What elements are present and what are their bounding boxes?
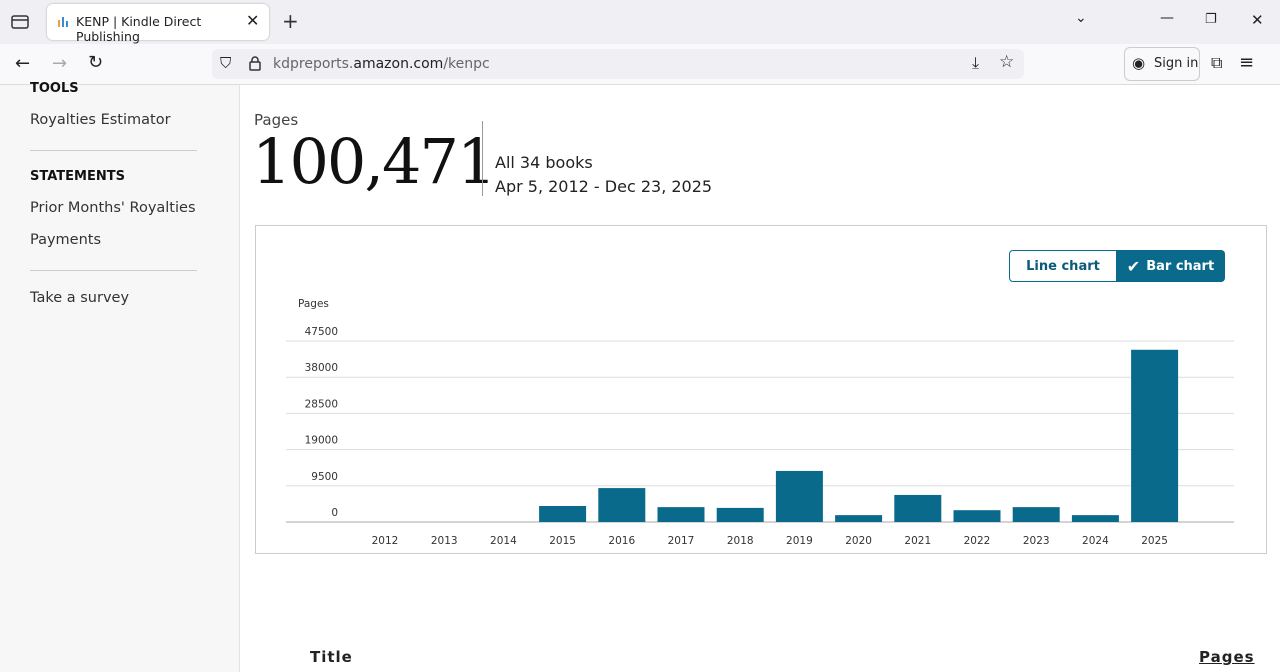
tab-menu[interactable]: ⌄	[1075, 10, 1087, 26]
bar	[953, 510, 1001, 522]
summary-range: Apr 5, 2012 - Dec 23, 2025	[495, 177, 713, 196]
summary-total: 100,471	[252, 125, 496, 198]
section-heading: STATEMENTS	[30, 169, 125, 184]
tab[interactable]: KENP | Kindle Direct Publishing ✕	[47, 4, 269, 44]
url: kdpreports.amazon.com/kenpc	[273, 56, 490, 72]
bar	[1071, 515, 1119, 522]
nav-link[interactable]: Royalties Estimator	[30, 112, 171, 128]
x-tick-label: 2014	[490, 535, 517, 547]
url-part: amazon.com	[353, 56, 444, 72]
summary-books: All 34 books	[495, 153, 593, 172]
x-tick-label: 2012	[372, 535, 399, 547]
bar-chart-label: Bar chart	[1146, 258, 1215, 274]
forward[interactable]: →	[52, 53, 68, 74]
close-window[interactable]: ✕	[1251, 11, 1264, 29]
minimize[interactable]: —	[1160, 10, 1174, 26]
y-tick-label: 0	[331, 507, 338, 519]
y-axis-label: Pages	[298, 298, 329, 310]
bar	[598, 488, 646, 522]
account-icon: ◉	[1132, 54, 1146, 72]
x-tick-label: 2022	[964, 535, 991, 547]
chart: Pages 0 9500 19000 28500 38000 47500 2012 2013 2…	[286, 298, 1234, 547]
new-tab[interactable]: +	[282, 9, 299, 33]
bar	[775, 470, 823, 522]
tab-bar: KENP | Kindle Direct Publishing ✕ + ⌄ — …	[0, 0, 1280, 44]
tab-close[interactable]: ✕	[246, 11, 260, 30]
chart-panel: Line chart ✔ Bar chart Pages 0 9500 19000 28…	[255, 225, 1267, 554]
extensions[interactable]: ⧉	[1211, 53, 1223, 72]
x-tick-label: 2016	[608, 535, 635, 547]
bookmark-star[interactable]: ☆	[999, 52, 1015, 72]
sign-in-button[interactable]: ◉ Sign in	[1124, 47, 1200, 81]
x-tick-label: 2023	[1023, 535, 1050, 547]
x-tick-label: 2021	[904, 535, 931, 547]
check-icon: ✔	[1126, 256, 1141, 276]
nav-link[interactable]: Take a survey	[30, 290, 130, 306]
url-part: /kenpc	[443, 56, 490, 72]
bar-chart-button[interactable]: ✔ Bar chart	[1116, 250, 1225, 282]
reload[interactable]: ↻	[88, 52, 104, 73]
bar	[657, 507, 705, 522]
bar	[835, 515, 883, 522]
sidebar: TOOLS Royalties Estimator STATEMENTS Pri…	[0, 81, 240, 672]
tab-list-icon[interactable]	[11, 14, 29, 30]
x-tick-label: 2024	[1082, 535, 1109, 547]
summary-label: Pages	[254, 111, 299, 129]
y-tick-label: 38000	[305, 362, 338, 374]
x-tick-label: 2019	[786, 535, 813, 547]
url-bar[interactable]: ⛉ kdpreports.amazon.com/kenpc ⤓ ☆	[212, 49, 1024, 79]
y-tick-label: 9500	[311, 471, 338, 483]
x-tick-label: 2013	[431, 535, 458, 547]
restore[interactable]: ❐	[1205, 12, 1217, 27]
separator	[30, 150, 197, 151]
y-tick-label: 47500	[305, 326, 338, 338]
section-heading: TOOLS	[30, 81, 79, 96]
bar	[1012, 507, 1060, 522]
y-tick-label: 28500	[305, 398, 338, 410]
save-icon[interactable]: ⤓	[972, 53, 980, 72]
x-tick-label: 2015	[549, 535, 576, 547]
x-tick-label: 2020	[845, 535, 872, 547]
shield-icon: ⛉	[220, 54, 232, 72]
table-header: Title	[310, 648, 353, 666]
tab-title: KENP | Kindle Direct Publishing	[76, 14, 202, 44]
back[interactable]: ←	[15, 53, 31, 74]
nav-link[interactable]: Payments	[30, 232, 102, 248]
favicon	[58, 17, 68, 27]
bar	[1131, 349, 1179, 522]
sign-in-label: Sign in	[1154, 56, 1199, 71]
separator	[30, 270, 197, 271]
menu[interactable]: ≡	[1239, 52, 1255, 73]
lock-icon	[249, 56, 261, 71]
bar	[716, 507, 764, 522]
divider	[482, 121, 483, 196]
bar	[894, 494, 942, 522]
table-header[interactable]: Pages	[1199, 648, 1255, 666]
nav-link[interactable]: Prior Months' Royalties	[30, 200, 196, 216]
x-tick-label: 2017	[668, 535, 695, 547]
bar	[539, 505, 587, 522]
x-tick-label: 2018	[727, 535, 754, 547]
url-part: kdpreports.	[273, 56, 354, 72]
y-tick-label: 19000	[305, 435, 338, 447]
x-tick-label: 2025	[1141, 535, 1168, 547]
